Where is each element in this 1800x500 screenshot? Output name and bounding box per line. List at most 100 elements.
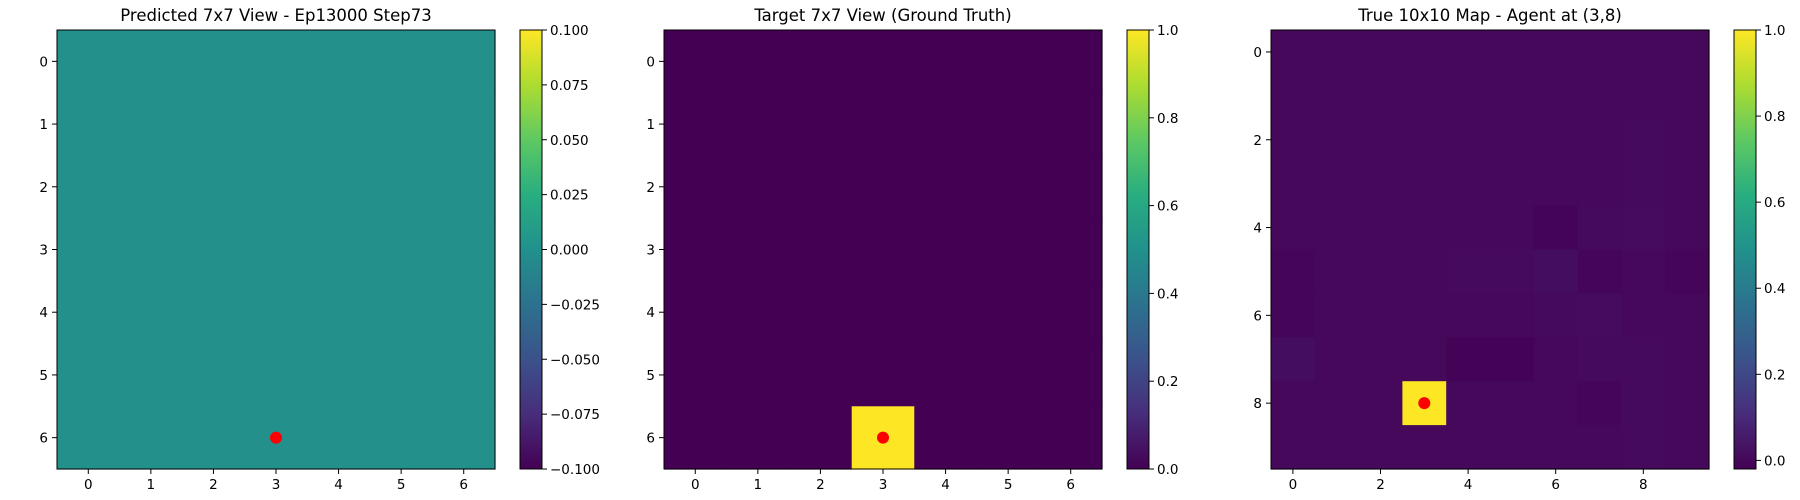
agent-marker bbox=[1418, 397, 1431, 410]
colorbar-tick-label: −0.025 bbox=[550, 297, 600, 313]
heatmap-cell bbox=[1577, 30, 1622, 75]
heatmap-cell bbox=[726, 280, 790, 345]
heatmap-cell bbox=[1533, 161, 1579, 207]
colorbar-tick-label: 1.0 bbox=[1764, 23, 1785, 39]
colorbar-tick-label: 0.0 bbox=[1157, 462, 1178, 478]
y-tick-label: 1 bbox=[39, 117, 48, 133]
agent-marker bbox=[270, 431, 282, 444]
y-tick-label: 3 bbox=[646, 243, 655, 259]
heatmap-cell bbox=[851, 155, 915, 219]
heatmap-cell bbox=[914, 30, 978, 94]
heatmap-grid bbox=[57, 30, 496, 470]
heatmap-grid bbox=[1271, 30, 1710, 470]
y-tick-label: 3 bbox=[39, 243, 48, 259]
heatmap-cell bbox=[1446, 337, 1491, 382]
heatmap-cell bbox=[119, 92, 183, 157]
heatmap-cell bbox=[1039, 218, 1103, 282]
heatmap-cell bbox=[789, 92, 853, 157]
heatmap-cell bbox=[726, 92, 790, 157]
x-tick-label: 5 bbox=[1004, 477, 1013, 493]
colorbar-tick-label: 0.6 bbox=[1764, 195, 1785, 211]
colorbar bbox=[1733, 29, 1757, 470]
heatmap-cell bbox=[119, 343, 183, 407]
heatmap-cell bbox=[432, 155, 496, 219]
heatmap-cell bbox=[1314, 117, 1360, 163]
colorbar-ticks: 0.0 0.2 0.4 0.6 0.8 1.0 bbox=[1149, 23, 1178, 478]
panel-predicted: Predicted 7x7 View - Ep13000 Step73 0 1 2 3… bbox=[39, 6, 600, 493]
heatmap-cell bbox=[1314, 293, 1360, 338]
x-tick-label: 4 bbox=[941, 477, 950, 493]
heatmap-cell bbox=[1446, 161, 1491, 207]
panel-title: True 10x10 Map - Agent at (3,8) bbox=[1357, 6, 1622, 25]
heatmap-cell bbox=[1533, 293, 1579, 338]
heatmap-cell bbox=[976, 406, 1041, 470]
heatmap-cell bbox=[1577, 161, 1622, 207]
axis-ticks: 0 1 2 3 4 5 6 0 1 2 3 4 5 6 bbox=[646, 54, 1075, 493]
heatmap-cell bbox=[307, 30, 371, 94]
panel-title: Predicted 7x7 View - Ep13000 Step73 bbox=[120, 6, 432, 25]
heatmap-cell bbox=[1314, 161, 1360, 207]
heatmap-cell bbox=[1533, 205, 1579, 251]
colorbar-tick-label: 0.100 bbox=[550, 23, 589, 39]
heatmap-cell bbox=[1402, 30, 1447, 75]
heatmap-cell bbox=[1271, 381, 1316, 426]
heatmap-cell bbox=[1490, 117, 1535, 163]
heatmap-cell bbox=[1402, 249, 1447, 294]
heatmap-cell bbox=[244, 92, 308, 157]
heatmap-cell bbox=[432, 343, 496, 407]
colorbar-ticks: 0.0 0.2 0.4 0.6 0.8 1.0 bbox=[1756, 23, 1785, 469]
heatmap-cell bbox=[1314, 337, 1360, 382]
heatmap-cell bbox=[1490, 381, 1535, 426]
x-tick-label: 6 bbox=[459, 477, 468, 493]
heatmap-cell bbox=[57, 280, 121, 345]
x-tick-label: 2 bbox=[209, 477, 218, 493]
heatmap-cell bbox=[1533, 249, 1579, 294]
heatmap-cell bbox=[1314, 425, 1360, 470]
heatmap-cell bbox=[182, 280, 246, 345]
heatmap-cell bbox=[1358, 161, 1403, 207]
heatmap-cell bbox=[119, 30, 183, 94]
heatmap-cell bbox=[1577, 249, 1622, 294]
heatmap-cell bbox=[1314, 30, 1360, 75]
heatmap-cell bbox=[1665, 293, 1710, 338]
heatmap-cell bbox=[1402, 337, 1447, 382]
y-tick-label: 0 bbox=[39, 54, 48, 70]
heatmap-cell bbox=[119, 155, 183, 219]
x-tick-label: 6 bbox=[1551, 477, 1560, 493]
heatmap-cell bbox=[789, 30, 853, 94]
colorbar-tick-label: 0.8 bbox=[1157, 111, 1178, 127]
x-tick-label: 6 bbox=[1066, 477, 1075, 493]
heatmap-cell bbox=[914, 218, 978, 282]
heatmap-cell bbox=[1621, 73, 1666, 119]
heatmap-cell bbox=[851, 30, 915, 94]
heatmap-cell bbox=[244, 30, 308, 94]
heatmap-cell bbox=[976, 30, 1041, 94]
heatmap-cell bbox=[914, 92, 978, 157]
heatmap-cell bbox=[57, 30, 121, 94]
colorbar-tick-label: 0.6 bbox=[1157, 199, 1178, 215]
heatmap-cell bbox=[976, 280, 1041, 345]
heatmap-cell bbox=[1533, 425, 1579, 470]
y-tick-label: 0 bbox=[1253, 45, 1262, 61]
heatmap-cell bbox=[1358, 293, 1403, 338]
heatmap-cell bbox=[1621, 293, 1666, 338]
heatmap-cell bbox=[976, 218, 1041, 282]
y-tick-label: 5 bbox=[39, 368, 48, 384]
heatmap-cell bbox=[1358, 337, 1403, 382]
heatmap-cell bbox=[664, 30, 728, 94]
heatmap-cell bbox=[664, 343, 728, 407]
heatmap-cell bbox=[182, 218, 246, 282]
heatmap-cell bbox=[369, 343, 434, 407]
colorbar-tick-label: 0.4 bbox=[1764, 281, 1785, 297]
heatmap-cell bbox=[1621, 425, 1666, 470]
colorbar-tick-label: 0.8 bbox=[1764, 109, 1785, 125]
panel-title: Target 7x7 View (Ground Truth) bbox=[753, 6, 1011, 25]
heatmap-cell bbox=[1402, 205, 1447, 251]
y-tick-label: 6 bbox=[646, 431, 655, 447]
heatmap-cell bbox=[789, 343, 853, 407]
heatmap-cell bbox=[1533, 381, 1579, 426]
heatmap-cell bbox=[432, 218, 496, 282]
heatmap-cell bbox=[1577, 425, 1622, 470]
heatmap-cell bbox=[1577, 337, 1622, 382]
